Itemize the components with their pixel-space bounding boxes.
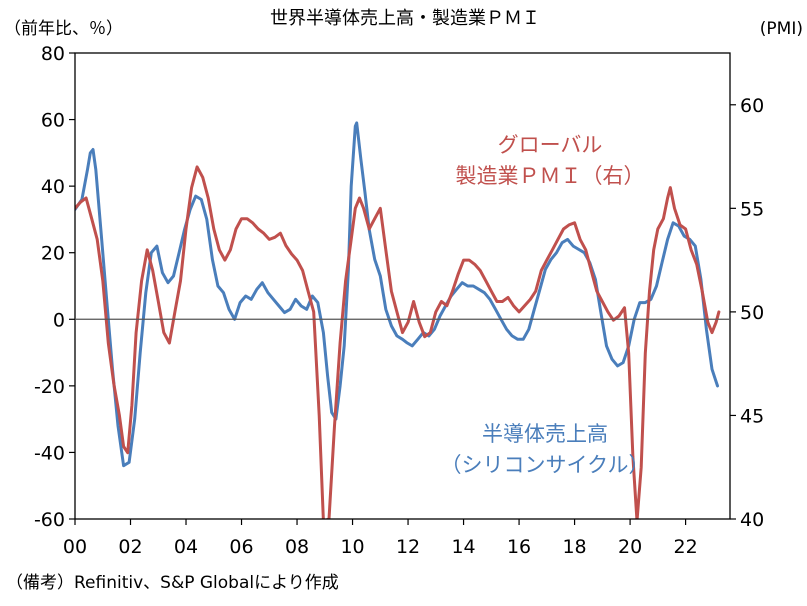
semiconductor-sales-line [75, 121, 719, 468]
semiconductor-sales-label-line: 半導体売上高 [482, 422, 608, 446]
pmi-line [75, 165, 721, 519]
right-tick-label: 55 [740, 198, 764, 220]
chart-title: 世界半導体売上高・製造業ＰＭＩ [270, 8, 540, 29]
series-layer [75, 121, 721, 519]
source-note: （備考）Refinitiv、S&P Globalにより作成 [6, 573, 339, 593]
left-tick-label: 80 [41, 43, 65, 65]
x-tick-label: 08 [285, 536, 309, 558]
x-axis: 00 02 04 06 08 10 12 14 16 18 20 22 [63, 519, 698, 558]
right-tick-label: 60 [740, 95, 764, 117]
left-tick-label: 20 [41, 243, 65, 265]
right-axis: 40 45 50 55 60 [730, 95, 764, 531]
right-axis-unit: (PMI) [760, 19, 803, 39]
left-tick-label: -20 [34, 376, 65, 398]
x-tick-label: 14 [451, 536, 475, 558]
left-tick-label: 40 [41, 176, 65, 198]
right-tick-label: 45 [740, 405, 764, 427]
x-tick-label: 16 [507, 536, 531, 558]
left-axis: -60 -40 -20 0 20 40 60 80 [34, 43, 75, 531]
left-tick-label: 60 [41, 110, 65, 132]
left-axis-unit: （前年比、％） [4, 19, 123, 39]
right-tick-label: 40 [740, 509, 764, 531]
pmi-label-line: グローバル [498, 133, 603, 157]
x-tick-label: 06 [229, 536, 253, 558]
right-tick-label: 50 [740, 302, 764, 324]
x-tick-label: 02 [118, 536, 142, 558]
x-tick-label: 04 [174, 536, 198, 558]
left-tick-label: -40 [34, 442, 65, 464]
left-tick-label: -60 [34, 509, 65, 531]
x-tick-label: 12 [396, 536, 420, 558]
x-tick-label: 20 [618, 536, 642, 558]
x-tick-label: 00 [63, 536, 87, 558]
semiconductor-sales-label-line: （シリコンサイクル） [441, 453, 650, 477]
x-tick-label: 18 [562, 536, 586, 558]
x-tick-label: 22 [673, 536, 697, 558]
pmi-label-line: 製造業ＰＭＩ（右） [456, 164, 645, 188]
left-tick-label: 0 [53, 309, 65, 331]
plot-frame [74, 52, 731, 520]
x-tick-label: 10 [340, 536, 364, 558]
semiconductor-sales-label: 半導体売上高 （シリコンサイクル） [441, 422, 650, 477]
